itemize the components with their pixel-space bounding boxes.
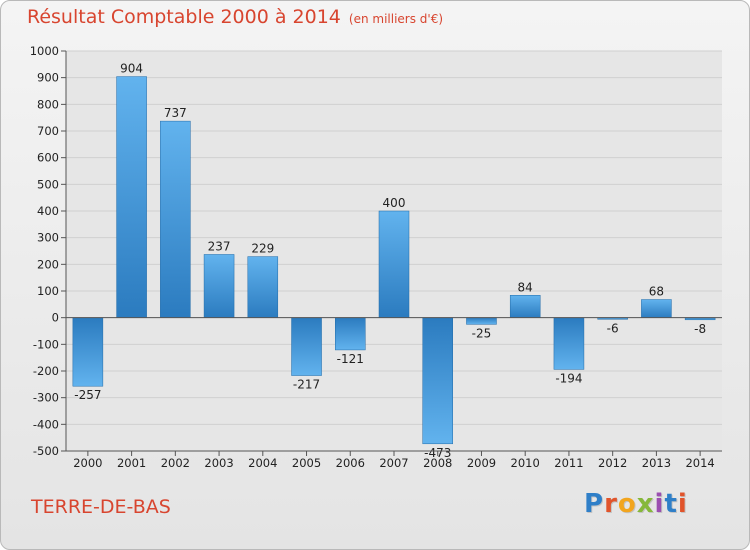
y-tick-label: -500 — [33, 444, 59, 458]
data-label: 904 — [120, 62, 143, 76]
data-label: -8 — [694, 322, 706, 336]
y-tick-label: 1000 — [30, 44, 59, 58]
logo-letter: i — [677, 489, 688, 519]
bar — [422, 317, 453, 445]
chart-title: Résultat Comptable 2000 à 2014 (en millie… — [27, 6, 443, 28]
data-label: -6 — [607, 321, 619, 335]
bar — [116, 76, 147, 318]
x-tick-label: 2012 — [598, 456, 627, 470]
data-label: 68 — [649, 285, 664, 299]
y-tick-label: 600 — [37, 151, 59, 165]
bar — [203, 254, 235, 318]
chart-subtitle: (en milliers d'€) — [348, 12, 444, 26]
data-label: 84 — [518, 280, 533, 294]
data-label: 737 — [164, 106, 187, 120]
x-tick-label: 2008 — [423, 456, 452, 470]
y-tick-label: -300 — [33, 391, 59, 405]
y-tick-label: 200 — [37, 257, 59, 271]
x-tick-label: 2003 — [204, 456, 233, 470]
data-label: -257 — [74, 388, 101, 402]
x-tick-label: 2013 — [642, 456, 671, 470]
bar — [72, 317, 104, 387]
data-label: 400 — [383, 196, 406, 210]
x-tick-label: 2011 — [554, 456, 583, 470]
y-tick-label: 400 — [37, 204, 59, 218]
x-tick-label: 2005 — [292, 456, 321, 470]
data-label: -217 — [293, 378, 320, 392]
x-tick-label: 2007 — [379, 456, 408, 470]
y-tick-label: 900 — [37, 71, 59, 85]
bar — [509, 295, 541, 318]
y-tick-label: 0 — [52, 311, 59, 325]
logo-letter: x — [636, 489, 655, 519]
y-tick-label: 800 — [37, 97, 59, 111]
commune-name: TERRE-DE-BAS — [31, 496, 171, 518]
y-tick-label: -200 — [33, 364, 59, 378]
y-tick-label: -100 — [33, 337, 59, 351]
y-tick-label: -400 — [33, 417, 59, 431]
x-tick-label: 2010 — [511, 456, 540, 470]
x-tick-label: 2006 — [336, 456, 365, 470]
bar — [247, 256, 279, 318]
y-tick-label: 300 — [37, 231, 59, 245]
logo-letter: t — [664, 489, 678, 519]
bar — [641, 299, 672, 318]
logo-letter: P — [584, 489, 605, 519]
bar — [378, 210, 410, 318]
y-tick-label: 500 — [37, 177, 59, 191]
data-label: 237 — [208, 239, 231, 253]
data-label: -194 — [555, 371, 582, 385]
bar — [160, 120, 191, 318]
x-tick-label: 2001 — [117, 456, 146, 470]
data-label: -121 — [337, 352, 364, 366]
bar — [335, 317, 366, 351]
data-label: -25 — [472, 326, 492, 340]
proxiti-logo: Proxiti — [584, 489, 688, 519]
logo-letter: r — [604, 489, 618, 519]
x-tick-label: 2004 — [248, 456, 277, 470]
bar — [291, 317, 322, 376]
x-tick-label: 2014 — [685, 456, 714, 470]
x-tick-label: 2000 — [73, 456, 102, 470]
bar — [553, 317, 585, 370]
data-label: 229 — [251, 242, 274, 256]
bar — [466, 317, 497, 325]
x-tick-label: 2009 — [467, 456, 496, 470]
logo-letter: o — [617, 489, 637, 519]
y-tick-label: 100 — [37, 284, 59, 298]
y-tick-label: 700 — [37, 124, 59, 138]
logo-letter: i — [654, 489, 665, 519]
chart-title-text: Résultat Comptable 2000 à 2014 — [27, 6, 341, 28]
x-tick-label: 2002 — [161, 456, 190, 470]
